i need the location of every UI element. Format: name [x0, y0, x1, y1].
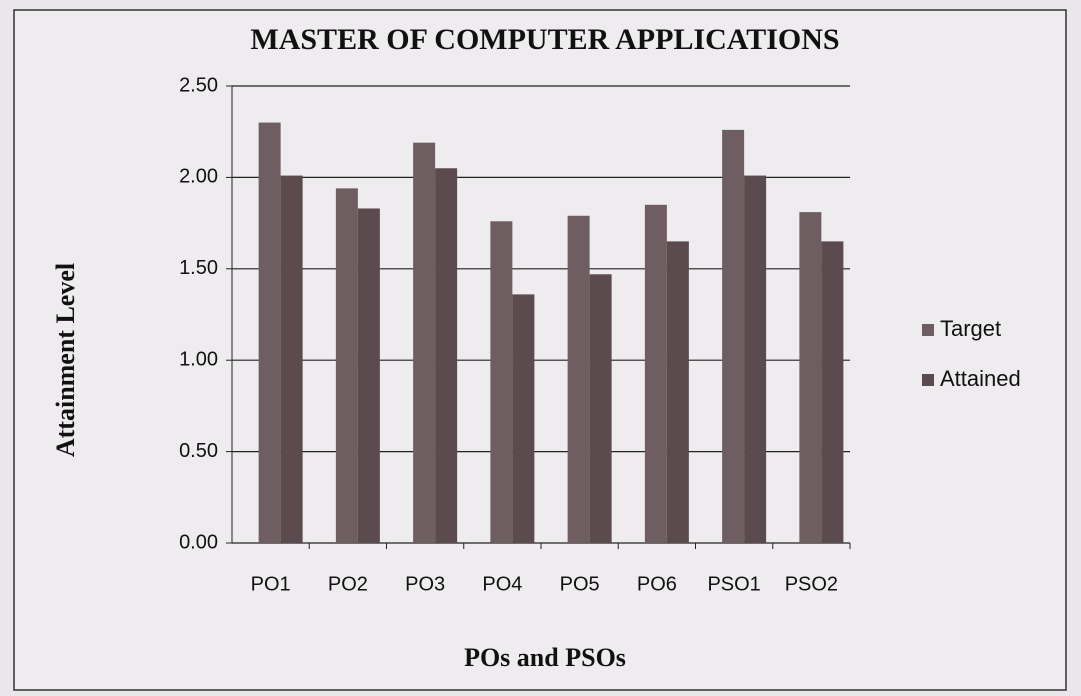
legend-label: Target: [940, 316, 1001, 341]
legend-label: Attained: [940, 366, 1021, 391]
chart-frame: [13, 9, 1067, 691]
bar: [512, 294, 535, 543]
bar: [413, 142, 436, 543]
x-axis-label: POs and PSOs: [464, 643, 626, 672]
x-tick-label: PO1: [251, 573, 291, 595]
x-tick-label: PO4: [482, 573, 522, 595]
y-tick-label: 2.00: [179, 166, 218, 188]
bar: [357, 208, 380, 543]
y-axis-label: Attainment Level: [51, 263, 80, 457]
bar: [335, 188, 358, 544]
bar: [666, 241, 689, 543]
bar: [821, 241, 844, 543]
x-tick-label: PO2: [328, 573, 368, 595]
y-tick-label: 1.50: [179, 257, 218, 279]
x-tick-label: PSO1: [707, 573, 760, 595]
x-tick-label: PO6: [637, 573, 677, 595]
bar: [490, 221, 513, 543]
y-tick-label: 0.50: [179, 440, 218, 462]
x-tick-label: PO5: [560, 573, 600, 595]
bar: [644, 204, 667, 543]
bar: [589, 274, 612, 543]
bar: [799, 212, 822, 543]
bar: [435, 168, 458, 543]
x-tick-label: PSO2: [785, 573, 838, 595]
y-tick-label: 0.00: [179, 531, 218, 553]
y-tick-label: 2.50: [179, 74, 218, 96]
bar: [258, 122, 281, 543]
bar: [567, 215, 590, 543]
bar: [722, 129, 745, 543]
legend-swatch: [922, 374, 934, 386]
y-tick-label: 1.00: [179, 348, 218, 370]
legend-swatch: [922, 324, 934, 336]
x-tick-label: PO3: [405, 573, 445, 595]
bar: [280, 175, 303, 543]
chart-title: MASTER OF COMPUTER APPLICATIONS: [250, 23, 839, 56]
bar: [744, 175, 767, 543]
